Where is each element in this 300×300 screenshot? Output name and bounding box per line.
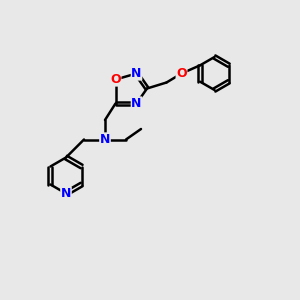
Text: N: N	[131, 97, 142, 110]
Text: O: O	[176, 67, 187, 80]
Text: N: N	[100, 133, 110, 146]
Text: N: N	[61, 187, 71, 200]
Text: O: O	[110, 73, 121, 86]
Text: N: N	[131, 67, 142, 80]
